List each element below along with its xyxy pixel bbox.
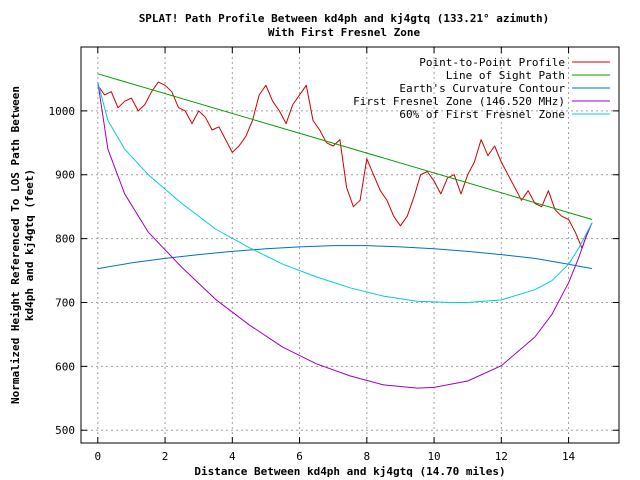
x-tick-label: 0 (95, 450, 102, 463)
x-tick-label: 8 (364, 450, 371, 463)
series-line-first-fresnel-zone-146-520-mhz (97, 82, 593, 389)
x-tick-label: 10 (427, 450, 440, 463)
y-tick-label: 1000 (49, 105, 76, 118)
legend-label: First Fresnel Zone (146.520 MHz) (353, 95, 565, 108)
y-tick-label: 800 (55, 233, 75, 246)
legend-label: Line of Sight Path (446, 69, 565, 82)
x-axis-label: Distance Between kd4ph and kj4gtq (14.70… (194, 465, 505, 478)
y-tick-label: 900 (55, 169, 75, 182)
y-tick-label: 700 (55, 296, 75, 309)
grid-lines (81, 47, 619, 443)
y-tick-label: 600 (55, 360, 75, 373)
series-line-earth-s-curvature-contour (97, 245, 593, 270)
series-line-line-of-sight-path (97, 73, 593, 220)
x-tick-label: 12 (495, 450, 508, 463)
series-line-60-of-first-fresnel-zone (97, 81, 593, 303)
y-axis-label-line1: Normalized Height Referenced To LOS Path… (9, 86, 22, 404)
chart-title: SPLAT! Path Profile Between kd4ph and kj… (139, 12, 550, 25)
legend-label: Point-to-Point Profile (419, 56, 565, 69)
y-axis-label-line2: kd4ph and kj4gtq (feet) (23, 169, 36, 321)
legend-label: 60% of First Fresnel Zone (399, 108, 565, 121)
axis-ticks: 0 2 4 6 8 10 12 14 500 600 700 800 900 1000 (49, 47, 619, 463)
x-tick-label: 14 (562, 450, 576, 463)
series-line-point-to-point-profile (97, 81, 590, 249)
plot-frame (80, 46, 620, 444)
x-tick-label: 4 (229, 450, 236, 463)
series-lines (97, 73, 593, 389)
chart-subtitle: With First Fresnel Zone (268, 26, 421, 39)
legend-label: Earth's Curvature Contour (399, 82, 565, 95)
y-tick-label: 500 (55, 424, 75, 437)
x-tick-label: 6 (296, 450, 303, 463)
x-tick-label: 2 (162, 450, 169, 463)
